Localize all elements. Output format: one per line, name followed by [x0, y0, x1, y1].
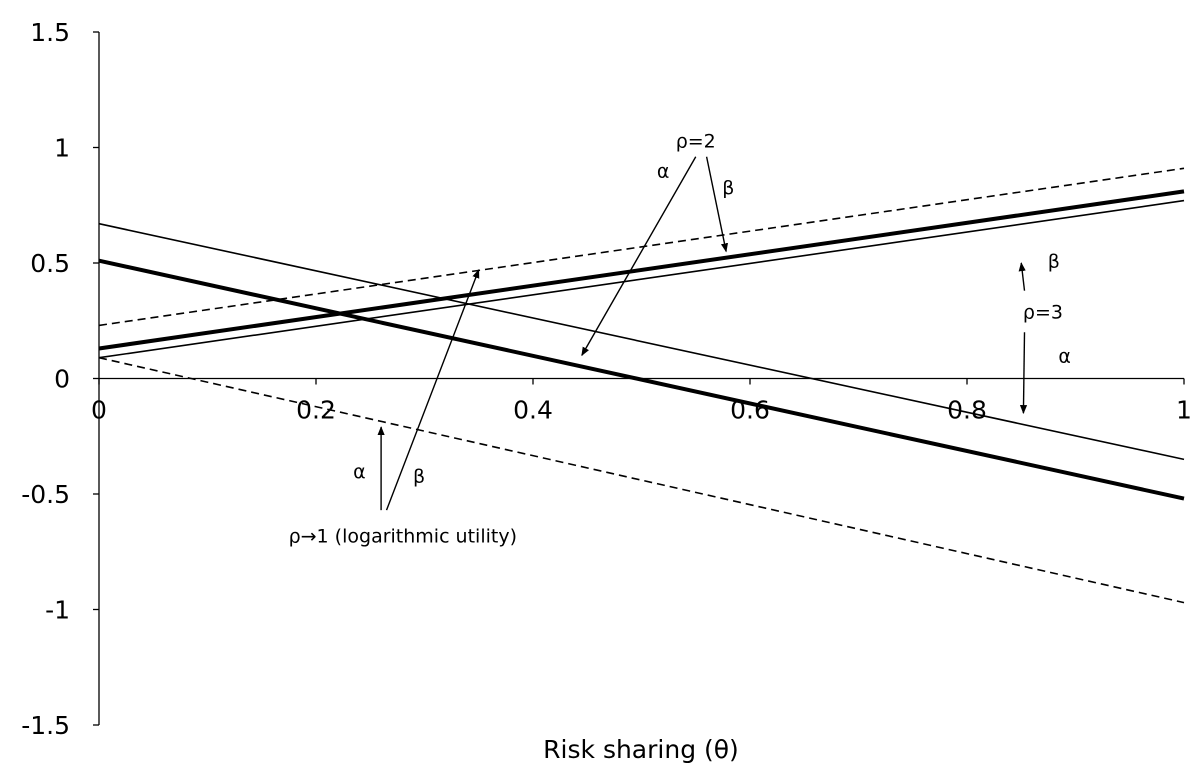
y-tick-label: 1	[54, 134, 70, 163]
series-line-rho2-beta	[98, 189, 1185, 351]
y-tick-label: -0.5	[21, 480, 70, 509]
rho2-label: ρ=2	[676, 131, 716, 153]
series-line-rho2-alpha	[98, 258, 1185, 501]
y-tick-label: -1	[45, 596, 70, 625]
rho3-arrow	[1018, 262, 1026, 291]
rho3-label: ρ=3	[1023, 302, 1063, 324]
rho2-beta-label: β	[722, 177, 734, 199]
rho2-alpha-label: α	[657, 161, 670, 183]
y-tick-label: 1.5	[30, 18, 70, 47]
rho2-arrow	[705, 156, 729, 253]
x-axis-label: Risk sharing (θ)	[543, 735, 739, 764]
plot-area	[98, 167, 1185, 604]
rho1-label: ρ→1 (logarithmic utility)	[289, 526, 517, 548]
rho1-beta-label: β	[413, 466, 425, 488]
rho1-alpha-label: α	[353, 461, 366, 483]
y-tick-label: 0.5	[30, 249, 70, 278]
axes: 1.510.50-0.5-1-1.50 0.2 0.4 0.6 0.8 1	[21, 18, 1192, 740]
x-tick-label: 1	[1176, 396, 1192, 425]
rho3-beta-label: β	[1048, 251, 1060, 273]
rho2-arrow	[581, 156, 697, 357]
series-line-rho3-alpha	[98, 222, 1185, 461]
y-tick-label: -1.5	[21, 711, 70, 740]
x-tick-label: 0	[91, 396, 107, 425]
y-tick-label: 0	[54, 365, 70, 394]
series-line-rho1-beta	[98, 167, 1185, 327]
rho1-arrow	[385, 269, 480, 511]
series-line-rho1-alpha	[98, 356, 1185, 604]
annotations: ρ=2 α β ρ=3 α β ρ→1 (logarithmic utility) α β	[289, 131, 1071, 548]
x-tick-label: 0.4	[513, 396, 553, 425]
rho3-arrow	[1019, 332, 1028, 415]
series-line-rho3-beta	[98, 199, 1185, 359]
rho3-alpha-label: α	[1058, 345, 1071, 367]
